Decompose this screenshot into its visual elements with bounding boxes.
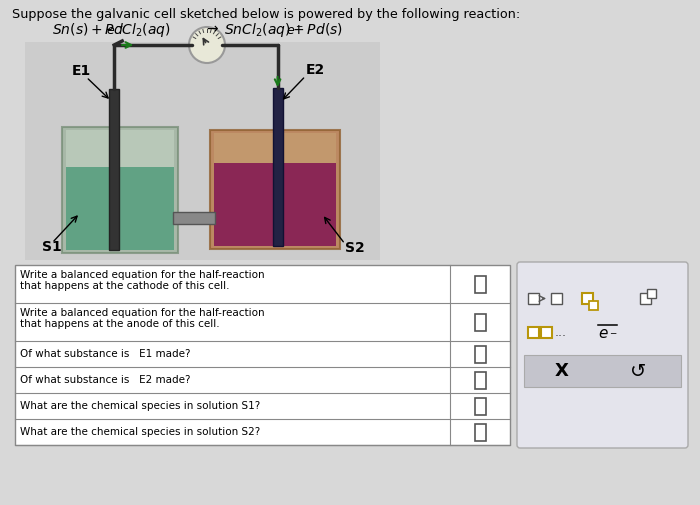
Bar — [66, 167, 174, 250]
Text: What are the chemical species in solution S1?: What are the chemical species in solutio… — [20, 401, 260, 411]
Bar — [528, 327, 539, 338]
Bar — [475, 397, 486, 415]
Text: Write a balanced equation for the half-reaction: Write a balanced equation for the half-r… — [20, 308, 265, 318]
Text: Of what substance is   E2 made?: Of what substance is E2 made? — [20, 375, 190, 385]
Bar — [109, 89, 119, 250]
Text: that happens at the cathode of this cell.: that happens at the cathode of this cell… — [20, 281, 230, 291]
Bar — [173, 212, 215, 224]
Text: $e^-$: $e^-$ — [106, 25, 125, 38]
Bar — [210, 130, 340, 249]
Bar — [214, 133, 336, 163]
Polygon shape — [62, 127, 178, 253]
Bar — [541, 327, 552, 338]
Bar — [582, 293, 593, 304]
Text: $^{-}$: $^{-}$ — [609, 330, 617, 343]
Bar — [551, 293, 562, 304]
Bar — [475, 372, 486, 388]
Text: Of what substance is   E1 made?: Of what substance is E1 made? — [20, 349, 190, 359]
Text: What are the chemical species in solution S2?: What are the chemical species in solutio… — [20, 427, 260, 437]
Bar — [272, 88, 283, 246]
Text: Suppose the galvanic cell sketched below is powered by the following reaction:: Suppose the galvanic cell sketched below… — [12, 8, 520, 21]
Bar — [524, 355, 681, 387]
Bar — [475, 314, 486, 330]
FancyBboxPatch shape — [517, 262, 688, 448]
Text: $e$: $e$ — [598, 326, 609, 341]
Bar — [589, 301, 598, 310]
Circle shape — [189, 27, 225, 63]
Text: $\mathit{Sn(s)+PdCl_2(aq)}$: $\mathit{Sn(s)+PdCl_2(aq)}$ — [52, 21, 171, 39]
Text: S2: S2 — [345, 241, 365, 255]
Bar — [214, 163, 336, 246]
Bar — [25, 42, 380, 260]
Text: that happens at the anode of this cell.: that happens at the anode of this cell. — [20, 319, 220, 329]
Bar — [15, 265, 510, 445]
Text: S1: S1 — [42, 240, 62, 254]
Text: $\rightarrow$: $\rightarrow$ — [204, 21, 220, 35]
Bar — [475, 424, 486, 440]
Bar — [528, 293, 539, 304]
Text: E2: E2 — [306, 63, 325, 77]
Bar — [66, 130, 174, 167]
Text: $\mathit{SnCl_2(aq)+Pd(s)}$: $\mathit{SnCl_2(aq)+Pd(s)}$ — [224, 21, 343, 39]
Text: Write a balanced equation for the half-reaction: Write a balanced equation for the half-r… — [20, 270, 265, 280]
Text: ↺: ↺ — [630, 362, 646, 380]
Text: $e^-$: $e^-$ — [286, 25, 304, 38]
Bar — [475, 345, 486, 363]
Bar — [640, 293, 651, 304]
Text: ...: ... — [555, 326, 567, 339]
Bar — [475, 276, 486, 292]
Text: E1: E1 — [72, 64, 92, 78]
Text: X: X — [555, 362, 569, 380]
Bar — [647, 289, 656, 298]
